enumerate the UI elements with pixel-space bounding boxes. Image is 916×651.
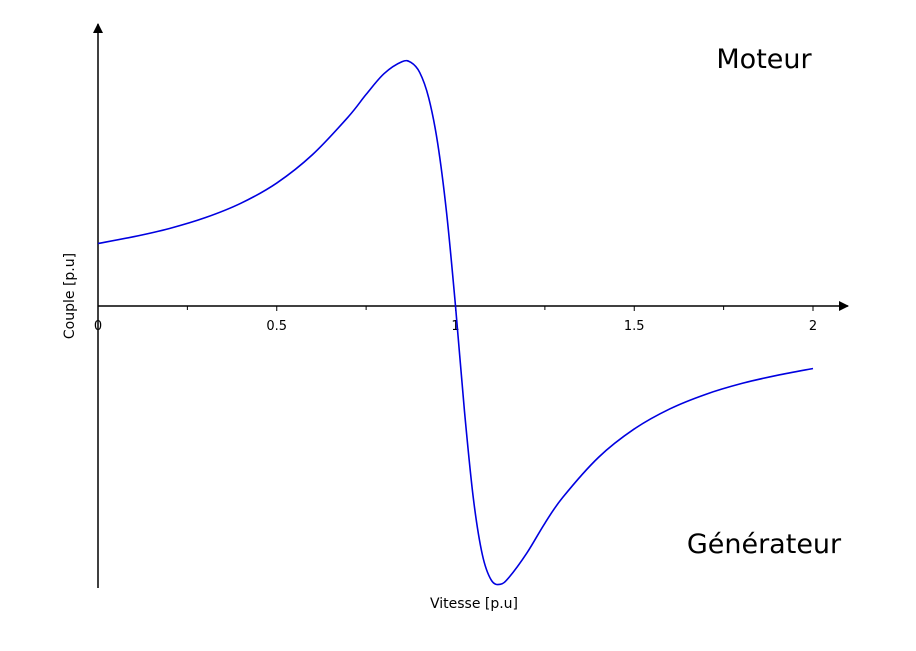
generator-region-label: Générateur [687,529,842,560]
motor-region-label: Moteur [716,44,812,75]
x-tick-label: 1.5 [624,319,645,334]
x-axis-label: Vitesse [p.u] [430,596,518,612]
x-tick-label: 1 [451,319,459,334]
x-tick-label: 0.5 [266,319,287,334]
x-tick-label: 0 [94,319,102,334]
x-tick-label: 2 [809,319,817,334]
y-axis-label: Couple [p.u] [62,253,78,339]
torque-curve [97,59,814,586]
x-tick-labels: 0 0.5 1 1.5 2 [94,319,817,334]
